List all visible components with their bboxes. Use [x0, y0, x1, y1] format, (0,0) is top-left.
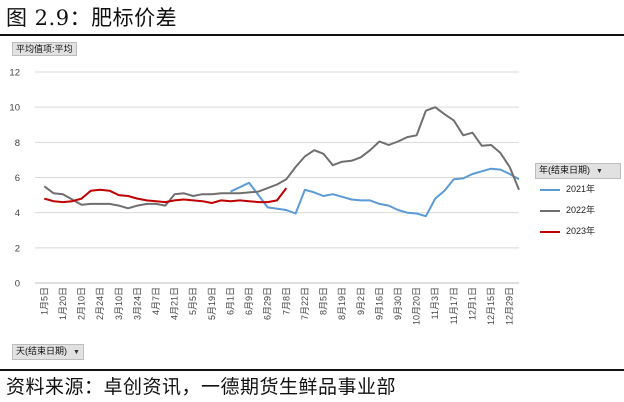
x-tick-label: 3月10日 — [114, 287, 124, 320]
x-tick-label: 5月19日 — [207, 287, 217, 320]
footer-divider — [0, 369, 624, 371]
x-tick-label: 6月1日 — [225, 287, 235, 315]
y-tick-label: 0 — [15, 279, 20, 290]
x-tick-label: 9月2日 — [356, 287, 366, 315]
x-tick-label: 8月5日 — [319, 287, 329, 315]
source-note: 资料来源：卓创资讯，一德期货生鲜品事业部 — [6, 376, 397, 398]
x-tick-label: 4月7日 — [151, 287, 161, 315]
x-tick-label: 1月5日 — [39, 287, 49, 315]
series-lines — [43, 106, 520, 218]
triangle-down-icon[interactable]: ▼ — [596, 168, 603, 175]
y-axis-ticks: 0 2 4 6 8 10 12 — [9, 68, 20, 290]
y-tick-label: 10 — [9, 103, 20, 114]
x-tick-label: 10月20日 — [412, 287, 422, 325]
legend-swatch — [540, 230, 560, 233]
y-tick-label: 4 — [15, 208, 20, 219]
x-tick-label: 11月3日 — [430, 287, 440, 319]
y-tick-label: 12 — [9, 68, 20, 79]
x-tick-label: 8月19日 — [337, 287, 347, 320]
legend-swatch — [540, 188, 560, 191]
y-tick-label: 6 — [15, 173, 20, 184]
x-tick-label: 5月5日 — [188, 287, 198, 315]
x-tick-label: 1月20日 — [58, 287, 68, 320]
legend-label: 2021年 — [566, 184, 596, 194]
x-tick-label: 12月29日 — [505, 287, 515, 325]
axis-field-button[interactable]: 天(结束日期) ▼ — [12, 344, 84, 360]
legend-item-2023: 2023年 — [540, 224, 595, 237]
x-axis-ticks: 1月5日 1月20日 2月10日 2月24日 3月10日 3月24日 4月7日 4月21日 5月… — [39, 287, 514, 325]
line-chart: 0 2 4 6 8 10 12 1月5日 1月20日 2月10日 2月24日 3月10日 3月24日 4… — [9, 68, 520, 325]
legend-label: 2022年 — [566, 205, 596, 215]
x-tick-label: 7月22日 — [300, 287, 310, 320]
legend-field-label: 年(结束日期) — [539, 165, 590, 175]
legend-label: 2023年 — [566, 226, 596, 236]
legend-field-button[interactable]: 年(结束日期) ▼ — [535, 163, 621, 179]
value-field-button[interactable]: 平均值项:平均 — [12, 42, 77, 56]
legend-item-2021: 2021年 — [540, 182, 595, 195]
x-tick-label: 6月29日 — [263, 287, 273, 320]
gridlines — [35, 71, 519, 284]
y-tick-label: 8 — [15, 138, 20, 149]
x-tick-label: 6月9日 — [244, 287, 254, 315]
series-line-2021年 — [230, 167, 520, 218]
x-tick-label: 2月24日 — [95, 287, 105, 320]
x-tick-label: 9月30日 — [393, 287, 403, 320]
series-line-2022年 — [43, 106, 520, 210]
value-field-label: 平均值项:平均 — [16, 44, 73, 54]
x-tick-label: 3月24日 — [132, 287, 142, 320]
x-tick-label: 4月21日 — [170, 287, 180, 320]
legend-swatch — [540, 209, 560, 212]
title-divider — [0, 34, 624, 36]
series-line-2023年 — [44, 187, 288, 204]
triangle-down-icon[interactable]: ▼ — [73, 349, 80, 356]
x-tick-label: 7月8日 — [281, 287, 291, 315]
x-tick-label: 12月15日 — [486, 287, 496, 325]
x-tick-label: 9月16日 — [374, 287, 384, 320]
legend-item-2022: 2022年 — [540, 203, 595, 216]
figure-title: 图 2.9：肥标价差 — [6, 6, 178, 30]
x-tick-label: 2月10日 — [77, 287, 87, 320]
axis-field-label: 天(结束日期) — [16, 346, 67, 356]
x-tick-label: 11月17日 — [449, 287, 459, 324]
x-tick-label: 12月1日 — [467, 287, 477, 320]
y-tick-label: 2 — [15, 243, 20, 254]
